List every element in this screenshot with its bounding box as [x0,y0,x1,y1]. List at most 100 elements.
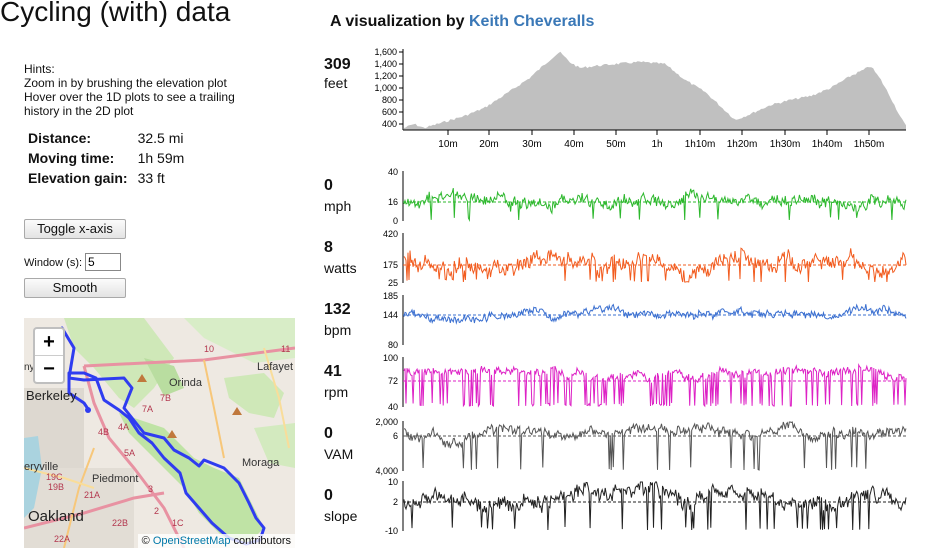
speed-tick: 16 [388,197,398,207]
elevation-unit: feet [324,75,348,91]
map-label: eryville [24,461,58,473]
cadence-unit: rpm [324,384,349,400]
stat-row-elevation-gain: Elevation gain: 33 ft [24,168,188,188]
road-label: 3 [148,484,153,494]
vam-series [403,421,907,471]
slope-series [403,481,907,531]
osm-link[interactable]: OpenStreetMap [152,535,231,547]
speed-series [403,187,907,222]
elevation-x-tick: 1h [651,139,662,150]
slope-unit: slope [324,508,358,524]
slope-tick: 2 [393,497,398,507]
toggle-x-axis-button[interactable]: Toggle x-axis [24,219,126,239]
window-input[interactable] [85,253,121,271]
stat-label: Distance: [28,130,92,146]
hint-line: history in the 2D plot [24,104,134,118]
elevation-y-tick: 600 [382,107,397,117]
attribution-prefix: © [141,535,153,547]
road-label: 11 [281,344,290,354]
hint-line: Zoom in by brushing the elevation plot [24,76,227,90]
cadence-chart[interactable]: 100 72 40 [383,353,907,412]
heart-rate-chart[interactable]: 185 144 80 [383,291,907,350]
vam-tick: 2,000 [375,417,398,427]
cadence-tick: 40 [388,402,398,412]
elevation-area [404,51,906,131]
subtitle-prefix: A visualization by [330,13,469,30]
stat-row-moving-time: Moving time: 1h 59m [24,148,188,168]
stat-label: Moving time: [28,150,115,166]
zoom-in-button[interactable]: + [43,331,55,353]
page-title: Cycling (with) data [0,0,231,27]
speed-unit: mph [324,198,352,214]
power-chart[interactable]: 420 175 25 [383,229,907,288]
stat-label: Elevation gain: [28,170,128,186]
elevation-y-tick: 1,200 [374,71,397,81]
stat-value: 32.5 mi [137,130,184,146]
elevation-chart[interactable]: 1,600 1,400 1,200 1,000 800 600 400 10m 20m 30m 4… [374,47,906,150]
map-label: Lafayet [257,361,293,373]
heart-rate-tick: 144 [383,310,398,320]
power-series [403,247,907,283]
cadence-value: 41 [324,363,342,380]
hint-line: Hover over the 1D plots to see a trailin… [24,90,235,104]
speed-chart[interactable]: 40 16 0 [388,167,907,226]
elevation-y-tick: 1,600 [374,47,397,57]
elevation-x-tick: 1h30m [770,139,801,150]
map-label: ny [24,362,35,373]
cadence-series [403,362,907,408]
subtitle: A visualization by Keith Cheveralls [330,13,594,31]
road-label: 4B [98,427,109,437]
elevation-x-tick: 1h40m [812,139,843,150]
slope-chart[interactable]: 10 2 -10 [385,477,907,536]
elevation-x-tick: 1h50m [854,139,885,150]
heart-rate-value: 132 [324,301,351,318]
road-label: 10 [204,344,214,354]
author-link[interactable]: Keith Cheveralls [469,13,595,30]
vam-chart[interactable]: 2,000 6 4,000 [375,417,907,476]
road-label: 22B [112,518,128,528]
elevation-x-tick: 1h10m [685,139,716,150]
vam-tick: 6 [393,431,398,441]
elevation-x-tick: 20m [479,139,498,150]
slope-tick: -10 [385,526,398,536]
ride-stats-table: Distance: 32.5 mi Moving time: 1h 59m El… [24,128,188,188]
heart-rate-unit: bpm [324,322,352,338]
elevation-x-tick: 10m [438,139,457,150]
route-position-marker [85,407,91,413]
power-tick: 420 [383,229,398,239]
elevation-x-tick: 50m [606,139,625,150]
elevation-x-tick: 40m [564,139,583,150]
power-value: 8 [324,239,333,256]
vam-value: 0 [324,425,333,442]
vam-tick: 4,000 [375,466,398,476]
elevation-y-tick: 1,000 [374,83,397,93]
cadence-tick: 72 [388,376,398,386]
smooth-button[interactable]: Smooth [24,278,126,298]
stat-value: 33 ft [137,170,165,186]
hints-panel: Hints: Zoom in by brushing the elevation… [24,62,284,118]
route-map[interactable]: Orinda Lafayet Berkeley Moraga Piedmont … [24,318,295,548]
road-label: 4A [118,422,129,432]
attribution-suffix: contributors [230,535,291,547]
road-label: 7A [142,404,153,414]
map-label: Piedmont [92,473,138,485]
vam-unit: VAM [324,446,354,462]
map-label: Oakland [28,508,84,525]
elevation-x-tick: 1h20m [727,139,758,150]
road-label: 19B [48,482,64,492]
speed-tick: 40 [388,167,398,177]
map-zoom-control: + − [33,327,65,384]
map-tiles: Orinda Lafayet Berkeley Moraga Piedmont … [24,318,295,548]
hints-heading: Hints: [24,62,55,76]
elevation-value: 309 [324,56,351,73]
power-tick: 175 [383,260,398,270]
road-label: 5A [124,448,135,458]
elevation-x-tick: 30m [522,139,541,150]
road-label: 2 [154,506,159,516]
road-label: 7B [160,393,171,403]
zoom-out-button[interactable]: − [35,355,63,382]
power-tick: 25 [388,278,398,288]
map-label: Moraga [242,457,280,469]
stat-value: 1h 59m [137,150,185,166]
